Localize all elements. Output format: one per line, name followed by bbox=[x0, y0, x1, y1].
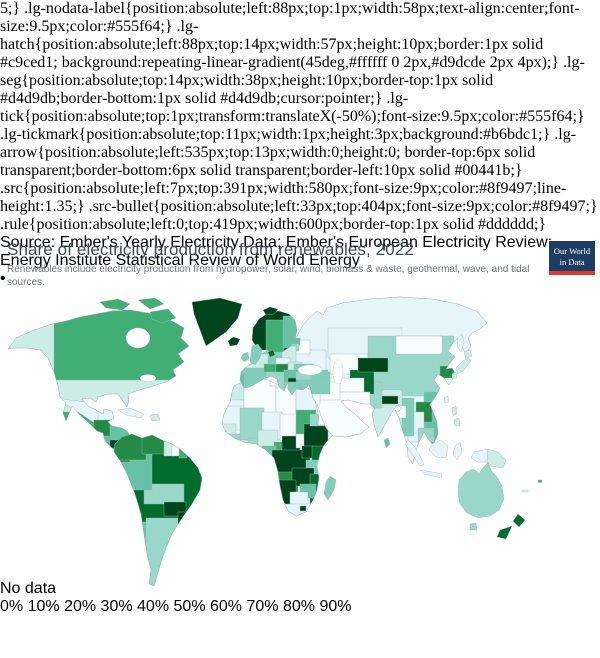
country-alaska[interactable] bbox=[0, 294, 55, 385]
page-title: Share of electricity production from ren… bbox=[7, 240, 414, 259]
country-taiwan[interactable] bbox=[443, 395, 450, 404]
country-ireland[interactable] bbox=[240, 351, 250, 363]
country-indonesia-sulawesi[interactable] bbox=[452, 441, 463, 461]
owid-map-widget: Share of electricity production from ren… bbox=[0, 234, 600, 658]
world-choropleth-map bbox=[0, 294, 543, 587]
sea-caspian-sea bbox=[332, 359, 344, 385]
country-australia-tasmania[interactable] bbox=[469, 522, 478, 531]
country-fiji[interactable] bbox=[537, 479, 543, 483]
country-tajikistan[interactable] bbox=[357, 357, 389, 373]
country-japan-kyushu[interactable] bbox=[451, 371, 458, 379]
legend-tick-4: 40% bbox=[137, 598, 170, 615]
legend-tick-2: 20% bbox=[64, 598, 97, 615]
country-canada-arctic-1[interactable] bbox=[99, 298, 131, 311]
country-new-caledonia[interactable] bbox=[521, 489, 529, 493]
legend-tick-0: 0% bbox=[0, 598, 24, 615]
owid-logo-line1: Our World bbox=[553, 246, 591, 256]
legend-tick-8: 80% bbox=[282, 598, 315, 615]
country-sri-lanka[interactable] bbox=[383, 437, 391, 449]
country-russia-sakhalin[interactable] bbox=[456, 333, 465, 353]
country-guatemala[interactable] bbox=[93, 419, 111, 437]
legend-tick-3: 30% bbox=[100, 598, 133, 615]
sea-hudson-bay bbox=[125, 327, 151, 349]
legend-no-data-label: No data bbox=[0, 580, 57, 597]
legend-tick-6: 60% bbox=[210, 598, 243, 615]
country-liberia[interactable] bbox=[222, 441, 237, 455]
source-line: Source: Ember's Yearly Electricity Data;… bbox=[0, 234, 553, 269]
map-legend: No data 0% 10% 20% 30% 40% 50% 60% 70% 8… bbox=[0, 580, 600, 615]
country-ivory-coast[interactable] bbox=[235, 439, 249, 455]
country-iceland[interactable] bbox=[227, 336, 241, 347]
country-papua-new-guinea[interactable] bbox=[486, 448, 507, 469]
legend-tick-1: 10% bbox=[27, 598, 60, 615]
country-new-zealand-north[interactable] bbox=[512, 513, 526, 528]
country-uruguay[interactable] bbox=[177, 511, 197, 526]
country-japan-honshu[interactable] bbox=[455, 356, 472, 375]
owid-logo-line2: in Data bbox=[559, 256, 585, 267]
country-south-korea[interactable] bbox=[441, 377, 457, 389]
country-denmark[interactable] bbox=[267, 349, 276, 358]
country-indonesia-papua[interactable] bbox=[470, 448, 489, 463]
country-new-zealand-south[interactable] bbox=[496, 525, 513, 540]
country-indonesia-java[interactable] bbox=[419, 469, 443, 479]
owid-logo[interactable]: Our World in Data bbox=[549, 241, 595, 275]
country-japan-hokkaido[interactable] bbox=[463, 349, 473, 360]
country-nepal[interactable] bbox=[379, 395, 399, 405]
country-madagascar[interactable] bbox=[323, 475, 337, 501]
legend-tick-5: 50% bbox=[173, 598, 206, 615]
country-french-guiana[interactable] bbox=[178, 443, 188, 459]
sea-black-sea bbox=[297, 364, 323, 376]
country-australia[interactable] bbox=[457, 461, 505, 519]
country-venezuela[interactable] bbox=[141, 432, 167, 455]
country-bangladesh[interactable] bbox=[395, 405, 407, 419]
country-lesotho[interactable] bbox=[299, 505, 307, 512]
country-canada-baffin[interactable] bbox=[149, 308, 177, 324]
country-cuba[interactable] bbox=[117, 407, 145, 419]
country-greenland[interactable] bbox=[191, 297, 243, 347]
source-bullet: • bbox=[0, 270, 6, 287]
country-portugal[interactable] bbox=[236, 373, 245, 391]
country-canada-arctic-2[interactable] bbox=[137, 297, 165, 310]
country-sweden[interactable] bbox=[265, 319, 285, 354]
legend-tick-7: 70% bbox=[246, 598, 279, 615]
country-philippines-luzon[interactable] bbox=[451, 405, 458, 417]
country-switzerland[interactable] bbox=[263, 363, 277, 373]
sea-great-lakes bbox=[139, 374, 157, 382]
country-mongolia[interactable] bbox=[395, 335, 443, 355]
country-svalbard[interactable] bbox=[262, 306, 279, 316]
chart-subtitle: Renewables include electricity productio… bbox=[7, 264, 530, 288]
country-united-kingdom[interactable] bbox=[249, 343, 263, 366]
country-dominican-republic[interactable] bbox=[149, 413, 161, 422]
legend-tick-9: 90% bbox=[319, 598, 352, 615]
country-philippines-mindanao[interactable] bbox=[453, 417, 461, 427]
